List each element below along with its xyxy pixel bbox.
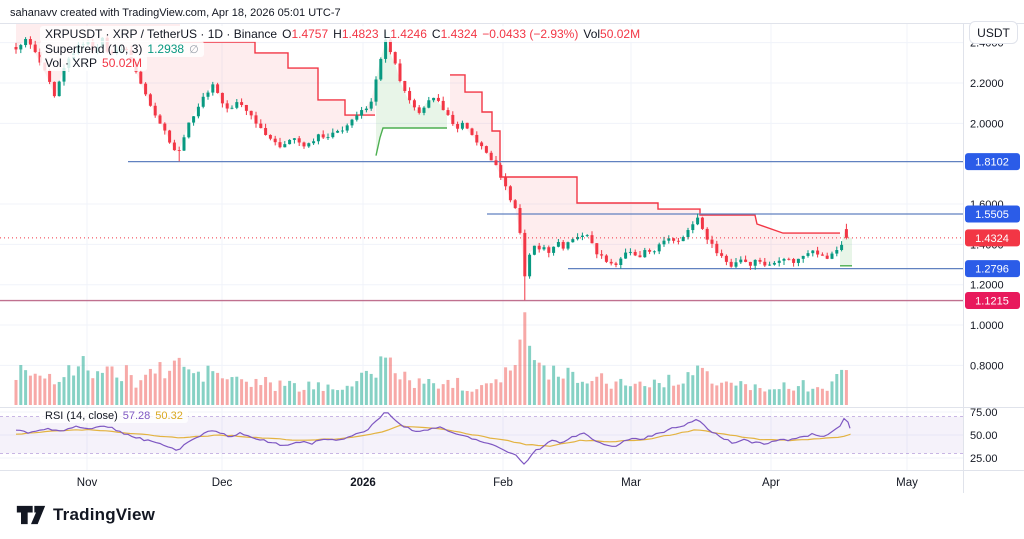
time-axis-labels: Nov Dec 2026 Feb Mar Apr May [77,477,918,489]
volume-label[interactable]: Vol · XRP [45,56,98,70]
svg-text:1.5505: 1.5505 [975,209,1009,221]
rsi-legend-row: RSI (14, close) 57.28 50.32 [40,409,188,423]
rsi-label[interactable]: RSI (14, close) [45,410,118,422]
svg-text:2.0000: 2.0000 [970,118,1004,130]
svg-text:1.2000: 1.2000 [970,280,1004,292]
ohlc-high: H1.4823 [333,27,379,41]
svg-text:Dec: Dec [212,477,233,489]
rsi-ma-value: 50.32 [155,410,183,422]
svg-text:Apr: Apr [762,477,780,489]
tradingview-logo-icon [16,505,46,525]
supertrend-red-line [180,41,375,116]
supertrend-green-line [375,127,447,156]
symbol-legend-row: XRPUSDT · XRP / TetherUS · 1D · Binance … [40,26,646,42]
rsi-line [15,412,851,465]
svg-text:Nov: Nov [77,477,98,489]
svg-text:1.0000: 1.0000 [970,320,1004,332]
svg-text:1.8102: 1.8102 [975,157,1009,169]
tradingview-logo[interactable]: TradingView [16,503,155,527]
volume-legend-row: Vol · XRP 50.02M [40,55,148,71]
supertrend-hidden-icon[interactable]: ∅ [189,44,199,56]
svg-text:2.2000: 2.2000 [970,78,1004,90]
svg-text:May: May [896,477,918,489]
candles-layer [14,31,848,301]
svg-text:1.4324: 1.4324 [975,233,1009,245]
ohlc-low: L1.4246 [383,27,427,41]
supertrend-uptrend-fill-2 [840,230,852,266]
supertrend-label[interactable]: Supertrend (10, 3) [45,42,143,56]
svg-text:50.00: 50.00 [970,430,998,442]
tradingview-logo-text: TradingView [53,505,156,524]
supertrend-red-line-2 [450,74,840,234]
supertrend-indicator [16,24,852,275]
symbol-title[interactable]: XRPUSDT · XRP / TetherUS · 1D · Binance [45,27,278,41]
grid-lines [0,24,963,471]
volume-inline: Vol50.02M [583,27,641,41]
supertrend-uptrend-fill [376,41,447,156]
supertrend-downtrend-fill [16,24,375,153]
svg-text:1.1215: 1.1215 [975,296,1009,308]
supertrend-downtrend-fill-2 [450,74,840,275]
attribution-text: sahanavv created with TradingView.com, A… [10,7,341,19]
price-axis[interactable] [963,24,1024,470]
svg-text:Feb: Feb [493,477,513,489]
svg-text:1.2796: 1.2796 [975,264,1009,276]
svg-text:Mar: Mar [621,477,641,489]
ohlc-close: C1.4324 [431,27,478,41]
svg-text:0.8000: 0.8000 [970,360,1004,372]
ohlc-open: O1.4757 [282,27,329,41]
price-levels[interactable] [0,160,963,302]
svg-text:75.00: 75.00 [970,407,998,419]
price-change: −0.0433 (−2.93%) [482,27,579,41]
currency-toggle-button[interactable]: USDT [969,21,1018,44]
svg-text:25.00: 25.00 [970,453,998,465]
supertrend-value: 1.2938 [147,42,185,56]
volume-bars [14,312,848,405]
time-axis[interactable] [0,471,963,493]
volume-value: 50.02M [102,56,143,70]
svg-text:2026: 2026 [350,477,376,489]
supertrend-legend-row: Supertrend (10, 3) 1.2938 ∅ [40,41,204,57]
price-axis-labels: 2.40002.20002.00001.60001.40001.20001.00… [965,38,1020,465]
rsi-value: 57.28 [122,410,151,422]
